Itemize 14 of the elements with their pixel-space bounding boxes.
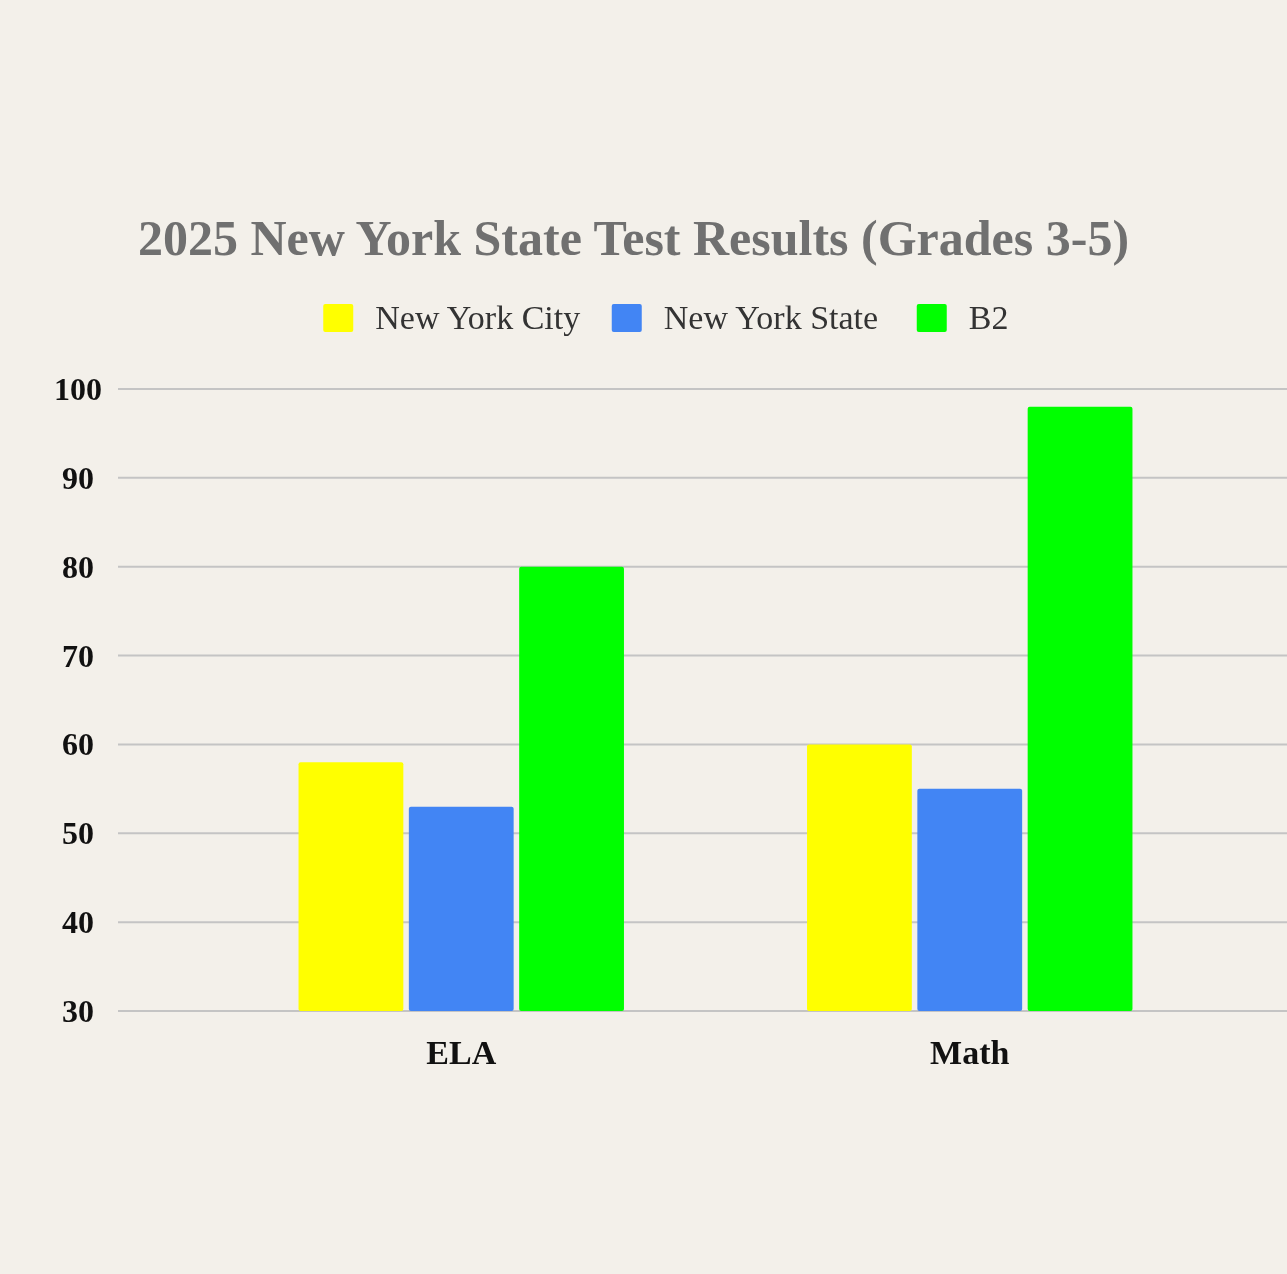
y-tick-label: 30 <box>62 993 94 1029</box>
legend-label: New York City <box>375 299 581 336</box>
y-tick-label: 40 <box>62 904 94 941</box>
x-tick-label: ELA <box>426 1034 497 1071</box>
y-tick-label: 70 <box>62 637 94 674</box>
y-tick-label: 60 <box>62 726 94 763</box>
y-tick-label: 80 <box>62 548 94 585</box>
chart-title: 2025 New York State Test Results (Grades 3-5) <box>137 210 1130 266</box>
y-tick-label: 90 <box>62 459 94 496</box>
y-tick-label: 100 <box>54 371 102 407</box>
legend-label: B2 <box>968 299 1009 336</box>
y-tick-label: 50 <box>62 815 94 852</box>
x-tick-label: Math <box>930 1034 1010 1071</box>
legend-label: New York State <box>663 299 879 336</box>
